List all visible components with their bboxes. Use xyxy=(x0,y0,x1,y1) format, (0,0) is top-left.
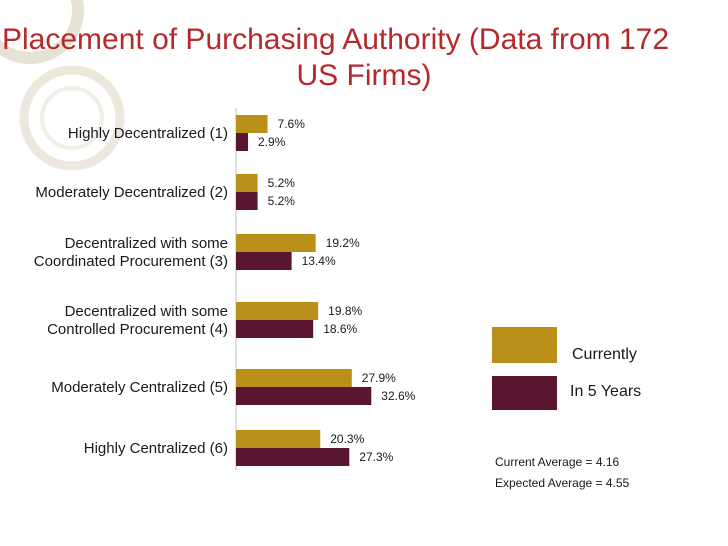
value-label-in-5-years-1: 2.9% xyxy=(258,135,286,149)
page-title: Placement of Purchasing Authority (Data … xyxy=(0,22,728,94)
bar-currently-2 xyxy=(236,174,258,192)
value-label-in-5-years-6: 27.3% xyxy=(359,450,393,464)
bar-in-5-years-4 xyxy=(236,320,314,338)
value-label-in-5-years-2: 5.2% xyxy=(268,194,296,208)
legend-label-currently: Currently xyxy=(572,346,637,363)
value-label-currently-3: 19.2% xyxy=(326,236,360,250)
bar-in-5-years-1 xyxy=(236,133,249,151)
value-label-currently-1: 7.6% xyxy=(278,117,306,131)
bar-in-5-years-5 xyxy=(236,387,372,405)
bar-currently-6 xyxy=(236,430,321,448)
category-label-6: Highly Centralized (6) xyxy=(84,440,228,457)
category-label-2: Moderately Decentralized (2) xyxy=(35,184,228,201)
legend-swatch-currently xyxy=(492,327,557,363)
expected-average-note: Expected Average = 4.55 xyxy=(495,476,630,490)
bar-in-5-years-6 xyxy=(236,448,350,466)
value-label-currently-6: 20.3% xyxy=(330,432,364,446)
title-line-1: Placement of Purchasing Authority (Data … xyxy=(2,23,670,56)
bar-currently-1 xyxy=(236,115,268,133)
legend-label-in-5-years: In 5 Years xyxy=(570,383,642,400)
legend-swatch-in-5-years xyxy=(492,376,557,410)
value-label-currently-2: 5.2% xyxy=(268,176,296,190)
value-label-in-5-years-5: 32.6% xyxy=(381,389,415,403)
value-label-currently-4: 19.8% xyxy=(328,304,362,318)
bar-currently-5 xyxy=(236,369,352,387)
value-label-in-5-years-3: 13.4% xyxy=(302,254,336,268)
category-label-1: Highly Decentralized (1) xyxy=(68,125,228,142)
bar-currently-4 xyxy=(236,302,319,320)
current-average-note: Current Average = 4.16 xyxy=(495,455,620,469)
category-label-4-line-2: Controlled Procurement (4) xyxy=(47,321,228,338)
category-label-5: Moderately Centralized (5) xyxy=(51,379,228,396)
category-label-4-line-1: Decentralized with some xyxy=(65,303,228,320)
bar-currently-3 xyxy=(236,234,316,252)
bar-in-5-years-2 xyxy=(236,192,258,210)
bar-in-5-years-3 xyxy=(236,252,292,270)
category-label-3-line-1: Decentralized with some xyxy=(65,235,228,252)
title-line-2: US Firms) xyxy=(296,59,432,92)
value-label-in-5-years-4: 18.6% xyxy=(323,322,357,336)
value-label-currently-5: 27.9% xyxy=(362,371,396,385)
category-label-3-line-2: Coordinated Procurement (3) xyxy=(34,253,228,270)
